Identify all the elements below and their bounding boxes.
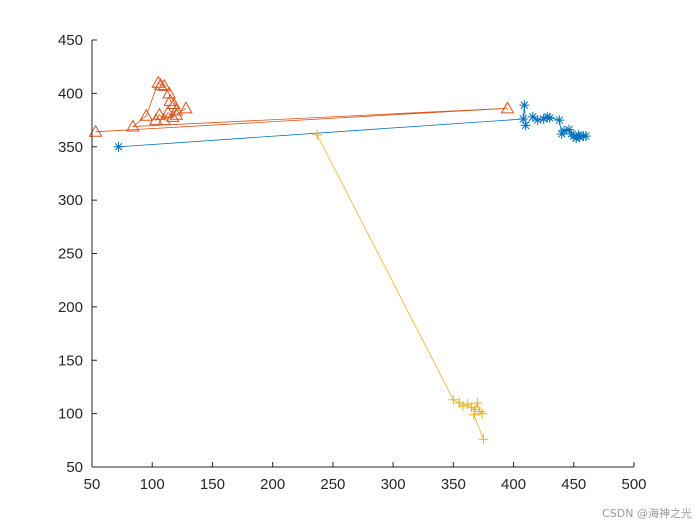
series-1-marker-20 [580, 131, 591, 142]
series-3-marker-8 [472, 397, 483, 408]
series-3-marker-7 [470, 404, 481, 415]
axes-layer: 50 100 150 200 250 300 350 400 450 500 50 100 150 200… [58, 32, 647, 493]
y-tick-label-300: 300 [58, 192, 83, 209]
series-3-marker-1 [312, 130, 323, 141]
series-1-marker-17 [574, 132, 585, 143]
series-2-marker-3 [126, 119, 140, 132]
series-2-marker-13 [161, 105, 175, 118]
y-tick-label-200: 200 [58, 299, 83, 316]
series-1-group [113, 100, 591, 152]
series-2-marker-4 [139, 108, 154, 121]
series-3-marker-11 [468, 409, 479, 420]
series-1-marker-12 [559, 125, 570, 136]
y-tick-label-100: 100 [58, 406, 83, 423]
series-3-marker-12 [478, 434, 489, 445]
series-2-marker-11 [169, 103, 184, 116]
y-tick-label-250: 250 [58, 246, 83, 263]
series-2-marker-6 [153, 77, 168, 90]
x-tick-label-450: 450 [561, 476, 586, 493]
y-tick-label-150: 150 [58, 352, 83, 369]
series-2-marker-17 [169, 107, 184, 120]
series-3-marker-4 [457, 401, 468, 412]
x-tick-label-100: 100 [140, 476, 165, 493]
x-tick-label-400: 400 [501, 476, 526, 493]
series-1-marker-1 [113, 141, 124, 152]
series-3-marker-10 [477, 408, 488, 419]
y-tick-label-50: 50 [66, 459, 83, 476]
x-tick-label-350: 350 [441, 476, 466, 493]
y-tick-label-400: 400 [58, 85, 83, 102]
x-tick-label-500: 500 [621, 476, 646, 493]
series-1-line [118, 105, 586, 148]
y-tick-label-450: 450 [58, 32, 83, 49]
series-1-marker-10 [554, 115, 565, 126]
watermark-text: CSDN @海神之光 [602, 507, 692, 520]
series-2-marker-18 [179, 101, 193, 114]
series-1-marker-5 [527, 111, 538, 122]
series-2-marker-2 [500, 101, 515, 114]
series-1-marker-2 [518, 113, 529, 124]
x-tick-label-250: 250 [320, 476, 345, 493]
series-1-marker-3 [519, 100, 530, 111]
x-tick-label-200: 200 [260, 476, 285, 493]
series-1-marker-11 [556, 128, 567, 139]
series-3-line [316, 134, 484, 440]
x-tick-label-300: 300 [381, 476, 406, 493]
series-3-marker-2 [448, 394, 459, 405]
y-tick-label-350: 350 [58, 139, 83, 156]
series-2-marker-12 [165, 109, 180, 122]
series-2-marker-15 [152, 107, 167, 120]
series-2-group [88, 75, 515, 137]
series-2-marker-16 [148, 113, 163, 126]
series-layer [88, 75, 591, 445]
series-3-group [312, 130, 489, 445]
series-1-marker-13 [563, 124, 574, 135]
series-1-marker-8 [542, 111, 553, 122]
series-1-marker-6 [532, 115, 543, 126]
x-tick-label-150: 150 [200, 476, 225, 493]
series-1-marker-7 [538, 113, 549, 124]
series-1-marker-19 [573, 130, 584, 141]
series-2-marker-7 [157, 78, 172, 91]
series-2-line [95, 82, 508, 133]
series-2-marker-1 [88, 124, 103, 137]
series-2-marker-5 [151, 75, 166, 88]
series-3-marker-9 [474, 406, 485, 417]
x-tick-label-50: 50 [84, 476, 101, 493]
series-1-marker-9 [544, 112, 555, 123]
series-1-marker-16 [571, 133, 582, 144]
series-1-marker-4 [520, 120, 531, 131]
